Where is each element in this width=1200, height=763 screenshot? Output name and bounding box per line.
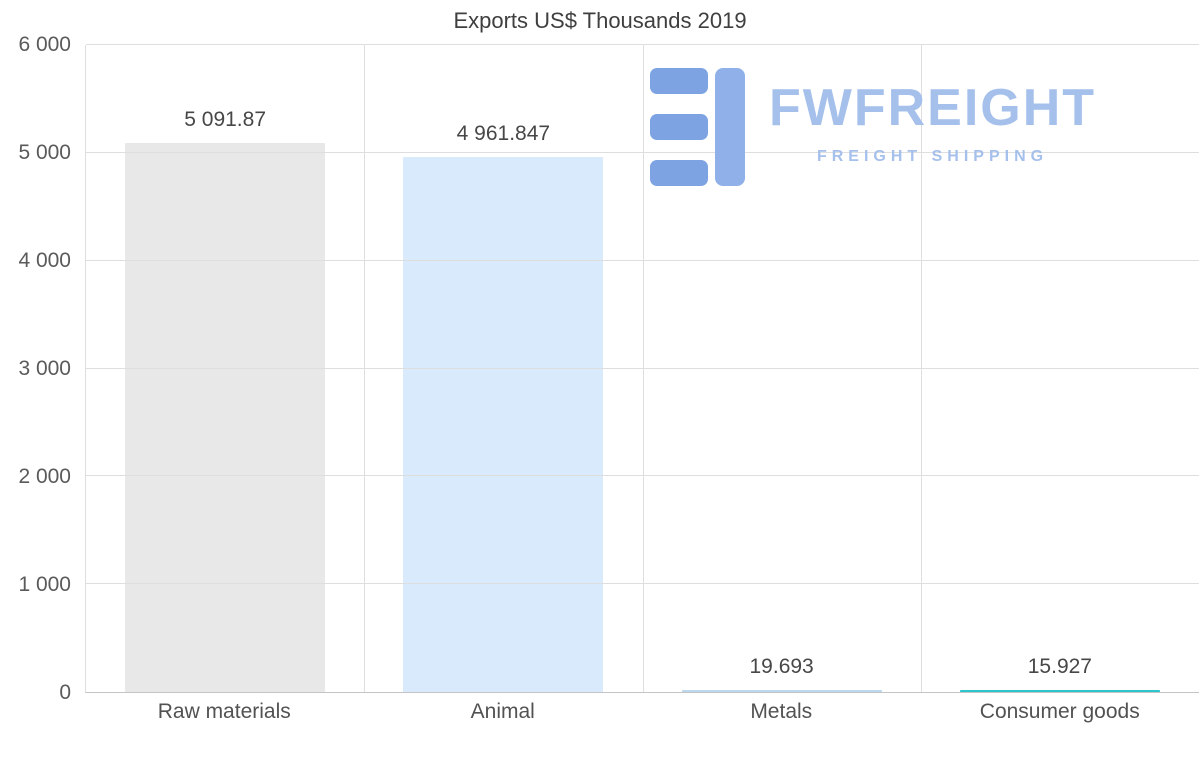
bar-column: 15.927 [921,45,1199,692]
bar-columns: 5 091.87 4 961.847 19.693 15.927 [86,45,1199,692]
x-axis-label: Consumer goods [979,700,1140,723]
x-axis: Raw materials Animal Metals Consumer goods [85,700,1199,724]
x-axis-label: Metals [750,700,813,723]
bar-column: 4 961.847 [364,45,642,692]
chart-title: Exports US$ Thousands 2019 [453,8,747,33]
gridline [364,45,366,692]
x-axis-label: Raw materials [157,700,291,723]
gridline [642,45,644,692]
value-label: 4 961.847 [456,121,551,145]
y-axis: 0 1 000 2 000 3 000 4 000 5 000 6 000 [0,33,85,704]
value-label: 15.927 [1027,655,1092,678]
x-axis-label: Animal [470,700,535,723]
bar-column: 5 091.87 [86,45,364,692]
gridline [920,45,922,692]
y-tick-label: 5 000 [18,141,71,164]
plot-area: 5 091.87 4 961.847 19.693 15.927 [85,44,1199,693]
y-tick-label: 2 000 [18,465,71,488]
bar-column: 19.693 [643,45,921,692]
y-tick-label: 3 000 [18,357,71,380]
y-tick-label: 6 000 [18,33,71,56]
gridline [86,44,1199,45]
y-tick-label: 0 [59,681,71,704]
bar [403,156,604,692]
y-tick-label: 4 000 [18,249,71,272]
bar [681,689,882,692]
value-label: 5 091.87 [184,107,266,131]
value-label: 19.693 [749,654,814,678]
bar [959,690,1160,692]
bar [125,142,326,692]
y-tick-label: 1 000 [18,573,71,596]
